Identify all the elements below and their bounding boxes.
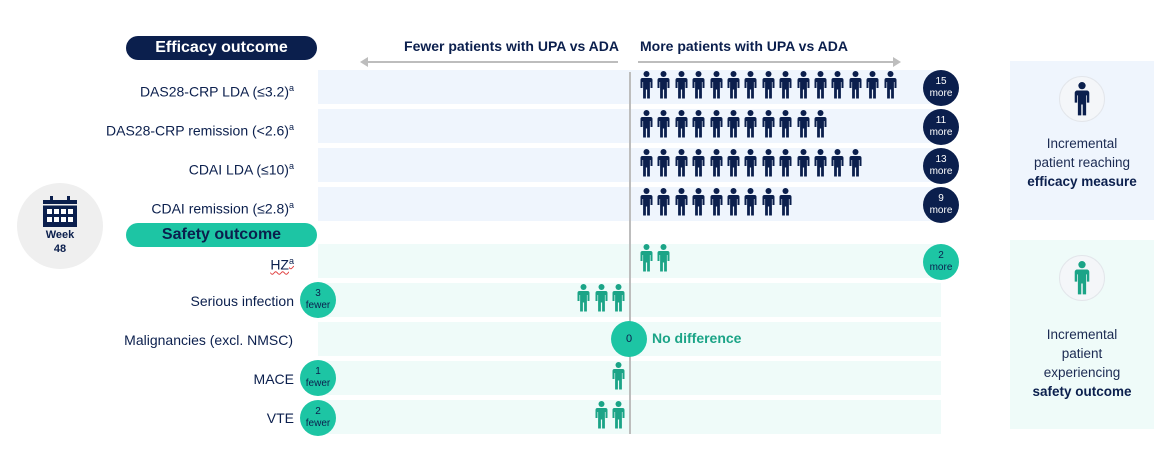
- badge-cdai-lda: 13 more: [923, 148, 959, 184]
- person-icon: [612, 401, 625, 429]
- person-icon: [692, 110, 705, 138]
- person-icon: [692, 71, 705, 99]
- no-difference-label: No difference: [652, 330, 741, 346]
- badge-das28-lda: 15 more: [923, 70, 959, 106]
- person-icon: [727, 188, 740, 216]
- person-icon: [779, 188, 792, 216]
- person-icon: [675, 110, 688, 138]
- row-label-vte: VTE: [267, 409, 294, 427]
- legend-safety-text: Incremental patient experiencing safety …: [1032, 325, 1131, 401]
- person-icon: [814, 71, 827, 99]
- left-arrow-line: [365, 61, 618, 63]
- person-icon: [797, 71, 810, 99]
- right-arrow-line: [638, 61, 894, 63]
- safety-outcome-header: Safety outcome: [126, 223, 317, 247]
- row-label-das28-remission: DAS28-CRP remission (<2.6)a: [106, 118, 294, 140]
- person-icon: [657, 244, 670, 272]
- person-icon: [612, 362, 625, 390]
- person-icon: [814, 110, 827, 138]
- row-label-serious-infection: Serious infection: [190, 292, 294, 310]
- person-icon: [1074, 82, 1090, 116]
- efficacy-outcome-header: Efficacy outcome: [126, 36, 317, 60]
- row-label-malignancies: Malignancies (excl. NMSC): [124, 331, 293, 349]
- person-icon: [727, 71, 740, 99]
- person-icon: [675, 149, 688, 177]
- person-icon: [657, 149, 670, 177]
- person-icon: [640, 71, 653, 99]
- person-icon: [762, 149, 775, 177]
- row-label-cdai-remission: CDAI remission (≤2.8)a: [151, 196, 294, 218]
- person-icon: [762, 188, 775, 216]
- badge-cdai-remission: 9 more: [923, 187, 959, 223]
- legend-safety: Incremental patient experiencing safety …: [1010, 240, 1154, 429]
- person-icon: [831, 71, 844, 99]
- person-icon: [727, 110, 740, 138]
- person-icon: [884, 71, 897, 99]
- more-patients-label: More patients with UPA vs ADA: [640, 38, 848, 54]
- week-number: 48: [54, 242, 66, 256]
- person-icon: [612, 284, 625, 312]
- person-icon: [744, 149, 757, 177]
- person-icon: [1074, 261, 1090, 295]
- row-label-mace: MACE: [254, 370, 294, 388]
- person-icon: [814, 149, 827, 177]
- person-icon: [779, 110, 792, 138]
- person-icon: [849, 149, 862, 177]
- person-icon: [640, 110, 653, 138]
- person-icon: [640, 149, 653, 177]
- person-icon: [831, 149, 844, 177]
- legend-efficacy-text: Incremental patient reaching efficacy me…: [1027, 134, 1137, 191]
- right-arrow-icon: [893, 57, 901, 67]
- badge-vte: 2 fewer: [300, 400, 336, 436]
- person-icon: [710, 71, 723, 99]
- zero-axis-line: [629, 72, 631, 434]
- legend-efficacy-icon-circle: [1059, 76, 1105, 122]
- person-icon: [640, 244, 653, 272]
- fewer-patients-label: Fewer patients with UPA vs ADA: [404, 38, 619, 54]
- person-icon: [640, 188, 653, 216]
- calendar-icon: [41, 196, 79, 228]
- person-icon: [762, 71, 775, 99]
- person-icon: [797, 110, 810, 138]
- person-icon: [692, 149, 705, 177]
- person-icon: [744, 188, 757, 216]
- person-icon: [710, 110, 723, 138]
- person-icon: [657, 188, 670, 216]
- person-icon: [849, 71, 862, 99]
- badge-serious-infection: 3 fewer: [300, 282, 336, 318]
- row-label-cdai-lda: CDAI LDA (≤10)a: [189, 157, 294, 179]
- person-icon: [675, 188, 688, 216]
- person-icon: [675, 71, 688, 99]
- person-icon: [577, 284, 590, 312]
- person-icon: [779, 149, 792, 177]
- left-arrow-icon: [360, 57, 368, 67]
- person-icon: [710, 188, 723, 216]
- week-48-badge: Week 48: [17, 183, 103, 269]
- person-icon: [710, 149, 723, 177]
- row-label-hz: HZa: [270, 252, 294, 274]
- person-icon: [657, 110, 670, 138]
- badge-das28-remission: 11 more: [923, 109, 959, 145]
- badge-malignancies-zero: 0: [611, 321, 647, 357]
- badge-mace: 1 fewer: [300, 360, 336, 396]
- person-icon: [762, 110, 775, 138]
- legend-efficacy: Incremental patient reaching efficacy me…: [1010, 61, 1154, 220]
- person-icon: [692, 188, 705, 216]
- person-icon: [744, 71, 757, 99]
- person-icon: [595, 284, 608, 312]
- badge-hz: 2 more: [923, 244, 959, 280]
- person-icon: [727, 149, 740, 177]
- row-label-das28-lda: DAS28-CRP LDA (≤3.2)a: [140, 79, 294, 101]
- person-icon: [797, 149, 810, 177]
- person-icon: [744, 110, 757, 138]
- legend-safety-icon-circle: [1059, 255, 1105, 301]
- person-icon: [866, 71, 879, 99]
- person-icon: [657, 71, 670, 99]
- person-icon: [779, 71, 792, 99]
- person-icon: [595, 401, 608, 429]
- week-label: Week: [46, 228, 75, 242]
